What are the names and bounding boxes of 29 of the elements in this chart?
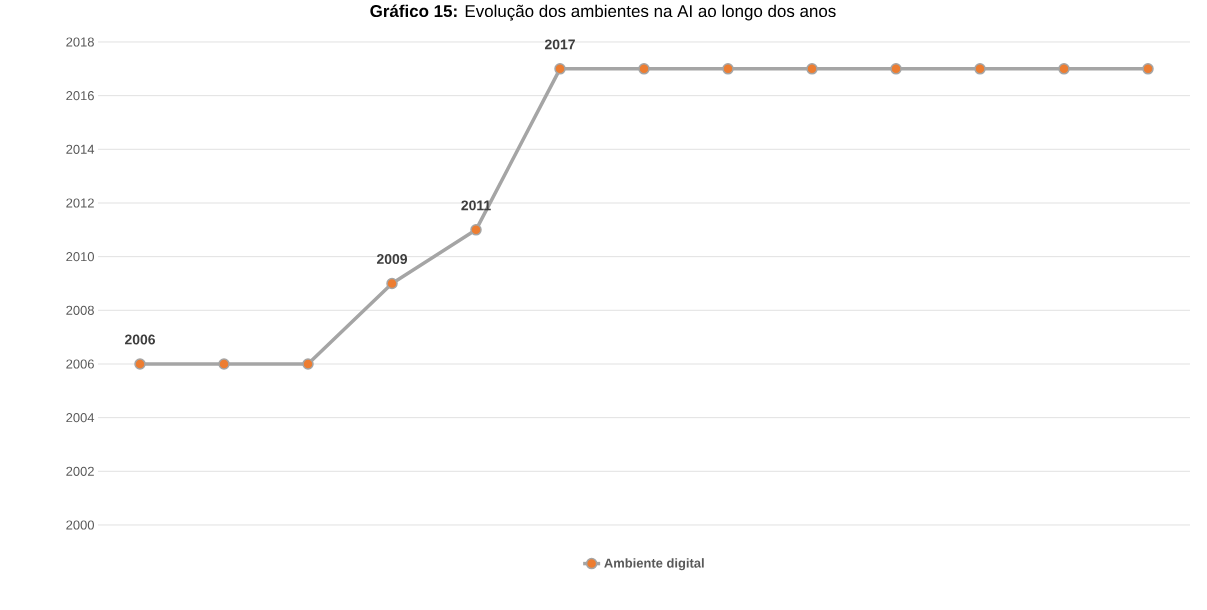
y-tick-label: 2012 (66, 198, 94, 208)
y-tick-label: 2010 (66, 252, 94, 262)
y-tick-label: 2008 (66, 305, 94, 315)
point (1058, 63, 1070, 75)
point (722, 63, 734, 75)
data-label: 2006 (124, 334, 156, 345)
point (134, 358, 146, 370)
y-tick-label: 2004 (66, 413, 95, 423)
y-tick-label: 2000 (66, 520, 94, 530)
point (218, 358, 230, 370)
point (638, 63, 650, 75)
y-tick-label: 2016 (66, 91, 94, 101)
point (554, 63, 566, 75)
y-tick-label: 2014 (66, 144, 95, 154)
legend-label: Ambiente digital (604, 558, 704, 571)
point (806, 63, 818, 75)
point (386, 277, 398, 290)
y-tick-label: 2006 (66, 359, 94, 369)
point (470, 224, 482, 236)
data-label: 2011 (461, 200, 491, 211)
y-tick-label: 2002 (66, 466, 94, 476)
point (1142, 63, 1154, 75)
y-tick-label: 2018 (66, 37, 94, 47)
point (302, 358, 314, 370)
data-label: 2009 (376, 254, 408, 264)
point (974, 63, 986, 75)
data-label: 2017 (544, 39, 575, 50)
chart-title: Gráfico 15: Evolução dos ambientes na AI ao longo dos anos (370, 4, 836, 21)
point (890, 63, 902, 75)
